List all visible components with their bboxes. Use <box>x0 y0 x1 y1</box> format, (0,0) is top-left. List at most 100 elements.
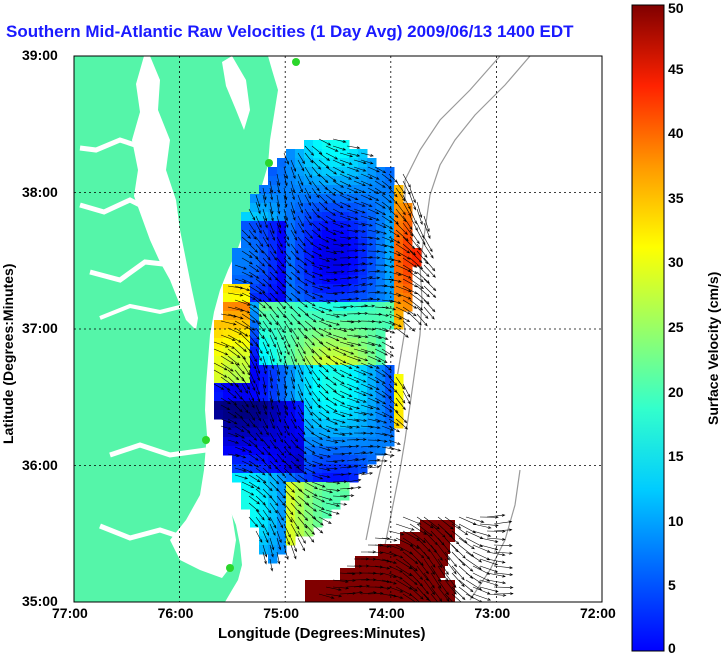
velocity-cell <box>349 329 359 339</box>
velocity-cell <box>268 176 278 186</box>
velocity-arrow <box>381 264 395 268</box>
velocity-arrow <box>304 481 319 490</box>
velocity-cell <box>349 356 359 366</box>
velocity-arrow <box>346 236 359 240</box>
velocity-arrow <box>381 537 398 542</box>
velocity-arrow <box>416 306 429 319</box>
velocity-arrow <box>353 397 367 403</box>
velocity-cell <box>358 167 368 177</box>
velocity-arrow <box>290 523 299 538</box>
velocity-arrow <box>276 327 284 341</box>
velocity-cell <box>304 266 314 276</box>
velocity-arrow <box>269 544 274 558</box>
velocity-arrow <box>465 572 482 584</box>
velocity-arrow <box>262 334 270 348</box>
velocity-arrow <box>360 472 374 476</box>
plot-frame <box>73 55 603 603</box>
velocity-cell <box>358 239 368 249</box>
velocity-arrow <box>318 593 335 599</box>
velocity-arrow <box>332 187 344 195</box>
velocity-arrow <box>339 472 352 476</box>
velocity-arrow <box>220 397 232 405</box>
velocity-arrow <box>283 152 289 165</box>
velocity-cell <box>277 500 287 510</box>
velocity-cell <box>304 203 314 213</box>
velocity-arrow <box>339 262 352 266</box>
velocity-cell <box>367 347 377 357</box>
velocity-arrow <box>395 397 406 411</box>
velocity-cell <box>385 248 395 258</box>
velocity-arrow <box>297 488 310 499</box>
velocity-arrow <box>402 222 414 237</box>
velocity-arrow <box>325 250 338 255</box>
velocity-cell <box>277 365 287 375</box>
velocity-cell <box>322 464 332 474</box>
velocity-arrow <box>332 243 345 247</box>
velocity-arrow <box>409 292 424 304</box>
velocity-arrow <box>290 376 295 390</box>
velocity-cell <box>268 329 278 339</box>
velocity-arrow <box>416 537 431 553</box>
velocity-cell <box>223 410 233 420</box>
velocity-arrow <box>220 341 236 349</box>
velocity-arrow <box>297 432 307 442</box>
velocity-cell <box>367 365 377 375</box>
velocity-arrow <box>304 292 316 299</box>
velocity-cell <box>304 473 314 483</box>
velocity-cell <box>349 464 359 474</box>
velocity-arrow <box>346 269 359 273</box>
velocity-cell <box>376 311 386 321</box>
velocity-arrow <box>388 586 404 593</box>
velocity-arrow <box>276 215 282 229</box>
velocity-cell <box>277 275 287 285</box>
velocity-arrow <box>262 523 270 536</box>
velocity-arrow <box>339 297 353 301</box>
velocity-cell <box>385 194 395 204</box>
velocity-cell <box>340 428 350 438</box>
velocity-arrow <box>325 586 342 591</box>
velocity-arrow <box>304 257 316 265</box>
velocity-cell <box>268 266 278 276</box>
velocity-arrow <box>374 390 386 398</box>
velocity-arrow <box>283 236 290 248</box>
velocity-cell <box>232 338 242 348</box>
velocity-cell <box>322 410 332 420</box>
velocity-arrow <box>297 222 305 234</box>
velocity-arrow <box>395 523 415 531</box>
velocity-cell <box>358 257 368 267</box>
velocity-cell <box>286 374 296 384</box>
velocity-arrow <box>311 376 321 389</box>
velocity-cell <box>331 491 341 501</box>
velocity-arrow <box>402 264 418 275</box>
velocity-cell <box>340 419 350 429</box>
velocity-arrow <box>472 523 492 529</box>
velocity-arrow <box>374 166 387 174</box>
velocity-cell <box>349 428 359 438</box>
velocity-cell <box>376 212 386 222</box>
velocity-arrow <box>297 299 309 308</box>
velocity-cell <box>268 536 278 546</box>
velocity-cell <box>268 392 278 402</box>
velocity-cell <box>340 275 350 285</box>
velocity-arrow <box>255 411 262 422</box>
velocity-arrow <box>290 432 299 443</box>
velocity-arrow <box>367 383 380 390</box>
velocity-arrow <box>213 362 228 371</box>
velocity-arrow <box>332 390 346 398</box>
velocity-cell <box>313 437 323 447</box>
y-tick-label: 35:00 <box>22 593 58 609</box>
velocity-cell <box>259 536 269 546</box>
velocity-arrow <box>318 453 331 458</box>
velocity-arrow <box>353 438 367 441</box>
velocity-cell <box>313 491 323 501</box>
velocity-arrow <box>402 299 418 309</box>
velocity-arrow <box>444 558 457 575</box>
colorbar-tick-label: 40 <box>668 125 684 142</box>
velocity-arrow <box>360 451 374 455</box>
velocity-arrow <box>423 593 432 602</box>
velocity-cell <box>358 320 368 330</box>
velocity-cell <box>250 446 260 456</box>
velocity-cell <box>349 158 359 168</box>
velocity-arrow <box>220 355 235 365</box>
velocity-cell <box>367 392 377 402</box>
